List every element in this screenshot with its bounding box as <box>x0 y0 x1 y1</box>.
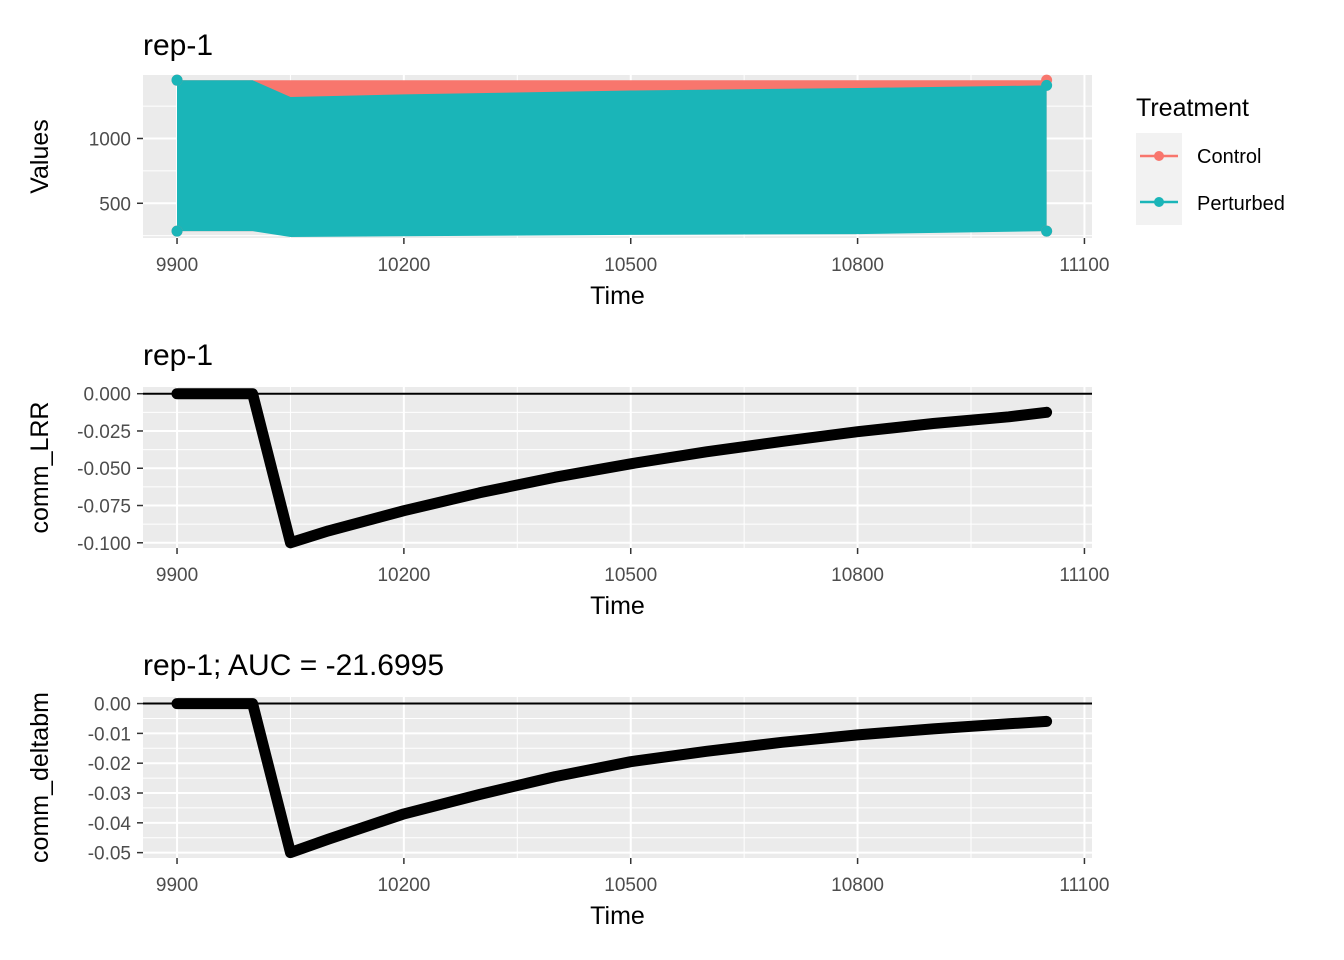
x-tick-label: 10800 <box>831 565 884 586</box>
x-tick-label: 9900 <box>156 255 198 276</box>
comm-lrr-series-line <box>171 388 1053 549</box>
x-tick-label: 9900 <box>156 875 198 896</box>
values-chart-title: rep-1 <box>143 29 213 62</box>
legend-label-perturbed: Perturbed <box>1197 193 1285 215</box>
y-tick-label: 500 <box>99 194 131 215</box>
y-axis-title: Values <box>26 119 54 194</box>
x-tick-label: 10200 <box>377 875 430 896</box>
legend-key-control-point <box>1154 151 1164 161</box>
x-axis-title: Time <box>590 592 645 620</box>
point-perturbed <box>171 225 183 237</box>
y-tick-label: -0.075 <box>77 497 131 518</box>
comm-deltabm-chart-title: rep-1; AUC = -21.6995 <box>143 649 444 682</box>
x-tick-label: 10800 <box>831 875 884 896</box>
y-tick-label: 0.000 <box>83 385 131 406</box>
x-axis-title: Time <box>590 282 645 310</box>
legend: Treatment Control Perturbed <box>1136 94 1285 225</box>
y-tick-label: -0.05 <box>88 844 131 865</box>
y-tick-label: -0.025 <box>77 422 131 443</box>
comm-lrr-chart-title: rep-1 <box>143 339 213 372</box>
x-tick-label: 10500 <box>604 565 657 586</box>
x-axis-title: Time <box>590 902 645 930</box>
y-axis-title: comm_LRR <box>26 402 54 534</box>
values-panel: 9900 10200 10500 10800 11100 500 1000 rep-1 Time… <box>26 29 1109 310</box>
y-tick-label: -0.03 <box>88 784 131 805</box>
x-tick-label: 10200 <box>377 255 430 276</box>
y-tick-label: 1000 <box>89 129 131 150</box>
y-tick-label: -0.100 <box>77 534 131 555</box>
y-axis-title: comm_deltabm <box>26 692 54 863</box>
point-perturbed <box>171 74 183 86</box>
x-tick-label: 11100 <box>1059 875 1109 896</box>
y-tick-label: -0.050 <box>77 459 131 480</box>
y-tick-label: 0.00 <box>94 695 131 716</box>
area-perturbed <box>177 80 1047 237</box>
point-perturbed <box>1041 79 1053 91</box>
y-tick-label: -0.02 <box>88 754 131 775</box>
x-tick-label: 10800 <box>831 255 884 276</box>
x-tick-label: 10200 <box>377 565 430 586</box>
x-tick-label: 11100 <box>1059 565 1109 586</box>
y-tick-label: -0.01 <box>88 724 131 745</box>
comm-deltabm-panel: 9900 10200 10500 10800 11100 0.00 -0.01 -0.02 -0… <box>26 649 1109 930</box>
comm-deltabm-series-line <box>171 698 1053 859</box>
y-tick-label: -0.04 <box>88 814 132 835</box>
legend-label-control: Control <box>1197 146 1261 168</box>
x-tick-label: 10500 <box>604 255 657 276</box>
x-tick-label: 10500 <box>604 875 657 896</box>
comm-lrr-panel: 9900 10200 10500 10800 11100 0.000 -0.025 -0.05… <box>26 339 1109 620</box>
legend-title: Treatment <box>1136 94 1249 122</box>
x-tick-label: 11100 <box>1059 255 1109 276</box>
point-perturbed <box>1041 225 1053 237</box>
legend-key-perturbed-point <box>1154 197 1164 207</box>
x-tick-label: 9900 <box>156 565 198 586</box>
